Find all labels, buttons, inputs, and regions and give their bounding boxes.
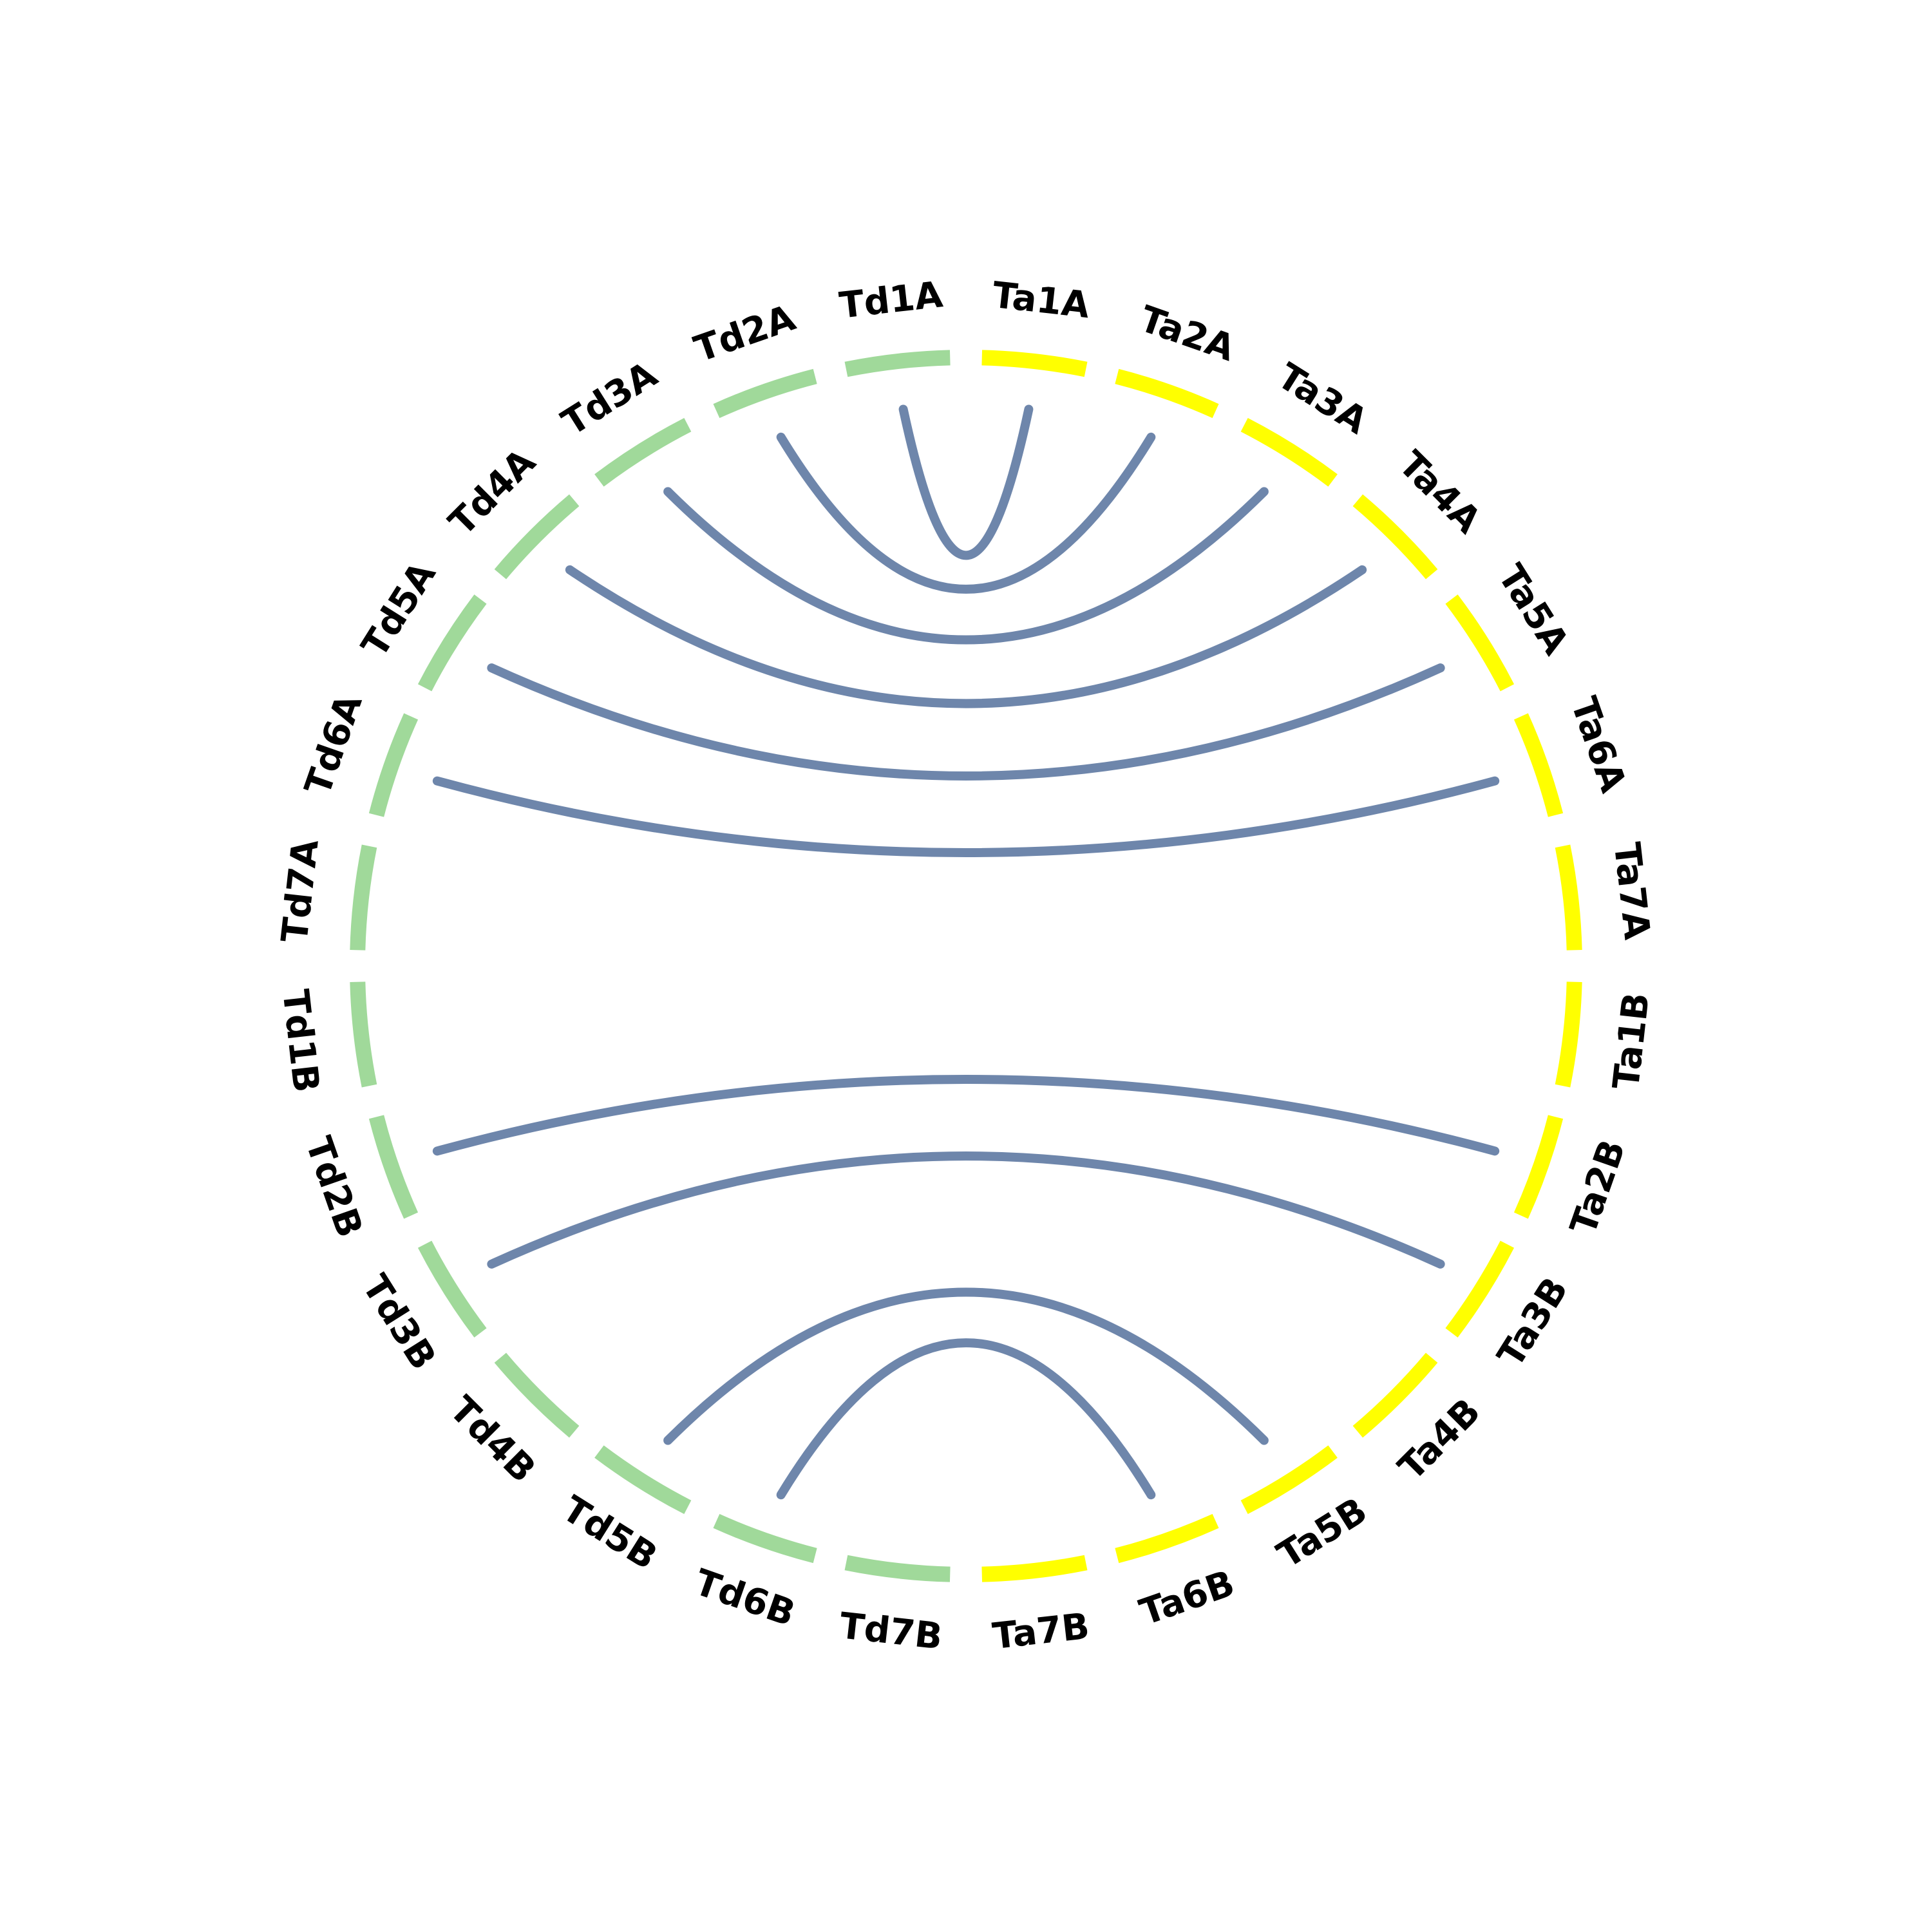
segment-label-ta1a: Ta1A	[990, 274, 1092, 327]
segment-label-td5a: Td5A	[354, 554, 444, 665]
segment-label-td3a: Td3A	[554, 354, 665, 444]
segment-label-ta3a: Ta3A	[1270, 355, 1375, 443]
segment-label-td4a: Td4A	[441, 440, 544, 544]
segment-ta7a	[1555, 844, 1582, 951]
segment-label-ta4b: Ta4B	[1390, 1390, 1488, 1488]
segment-td7a	[350, 844, 377, 951]
segment-ta7b	[981, 1555, 1088, 1582]
segment-ta4b	[1352, 1352, 1438, 1438]
segment-label-ta7a: Ta7A	[1605, 840, 1658, 942]
segment-ta1a	[981, 350, 1088, 377]
segment-label-td1a: Td1A	[837, 274, 945, 327]
link-td6a-ta6a	[432, 776, 1500, 858]
segment-label-ta5b: Ta5B	[1270, 1490, 1374, 1577]
link-td5a-ta5a	[487, 663, 1445, 781]
segment-label-td6b: Td6B	[689, 1562, 800, 1635]
segment-label-ta2b: Ta2B	[1562, 1135, 1634, 1240]
segment-td6b	[713, 1513, 817, 1564]
segment-ta5b	[1240, 1445, 1338, 1515]
segment-label-td2a: Td2A	[689, 297, 801, 371]
segment-td3b	[417, 1240, 487, 1338]
segment-label-td7a: Td7A	[274, 837, 327, 945]
segment-label-ta4a: Ta4A	[1390, 443, 1489, 542]
segment-label-ta5a: Ta5A	[1490, 557, 1577, 662]
link-td4a-ta4a	[565, 565, 1367, 708]
segment-label-ta1b: Ta1B	[1605, 990, 1658, 1092]
segment-ta6b	[1115, 1513, 1219, 1564]
links-layer	[432, 404, 1500, 1500]
segment-label-ta6b: Ta6B	[1135, 1562, 1240, 1634]
segment-td4a	[494, 494, 580, 580]
segment-label-td3b: Td3B	[354, 1267, 444, 1377]
segment-ta2a	[1115, 368, 1219, 419]
segment-label-ta2a: Ta2A	[1134, 298, 1240, 370]
segment-td2b	[368, 1115, 419, 1219]
link-td2b-ta2b	[432, 1074, 1500, 1156]
link-td3a-ta3a	[663, 487, 1269, 645]
segment-td3a	[594, 417, 692, 487]
segment-label-td4b: Td4B	[441, 1388, 544, 1491]
segment-ta5a	[1445, 594, 1515, 692]
segment-label-td6a: Td6A	[297, 688, 371, 800]
segment-label-ta6a: Ta6A	[1562, 692, 1634, 798]
link-td5b-ta5b	[663, 1287, 1269, 1445]
link-td1a-ta1a	[898, 404, 1034, 560]
link-td3b-ta3b	[487, 1151, 1445, 1269]
segment-label-td2b: Td2B	[297, 1132, 370, 1242]
segment-ta4a	[1352, 494, 1438, 580]
segment-td1b	[350, 981, 377, 1088]
segment-ta3a	[1240, 417, 1338, 487]
segment-ta3b	[1445, 1240, 1515, 1338]
segment-td5b	[594, 1445, 692, 1515]
segment-label-td5b: Td5B	[555, 1488, 665, 1578]
segments-layer	[350, 350, 1582, 1582]
segment-label-ta3b: Ta3B	[1490, 1270, 1577, 1374]
segment-label-ta7b: Ta7B	[990, 1605, 1092, 1658]
link-td6b-ta6b	[776, 1338, 1156, 1500]
segment-td1a	[844, 350, 951, 377]
segment-label-td1b: Td1B	[274, 987, 327, 1094]
link-td2a-ta2a	[776, 432, 1156, 594]
segment-ta2b	[1513, 1115, 1564, 1219]
segment-td4b	[494, 1352, 580, 1438]
segment-ta6a	[1513, 713, 1564, 817]
segment-td5a	[417, 594, 487, 692]
segment-td2a	[713, 368, 817, 419]
segment-td7b	[844, 1555, 951, 1582]
segment-td6a	[368, 713, 419, 817]
segment-ta1b	[1555, 981, 1582, 1088]
segment-label-td7b: Td7B	[837, 1605, 944, 1658]
